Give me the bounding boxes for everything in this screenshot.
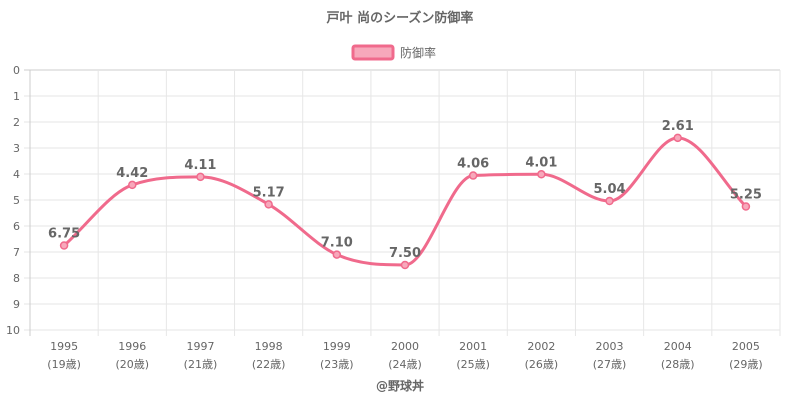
data-label: 4.42 <box>116 166 148 181</box>
series-layer: 6.75 4.42 4.11 5.17 7.10 7.50 4.06 4.01 5.04 2.61… <box>48 119 762 270</box>
y-tick-label: 2 <box>13 116 20 129</box>
data-label: 2.61 <box>662 119 694 134</box>
y-tick-label: 3 <box>13 142 20 155</box>
x-tick-sublabel: (25歳) <box>456 358 490 371</box>
y-tick-label: 6 <box>13 220 20 233</box>
data-label: 7.50 <box>389 246 421 261</box>
legend-swatch <box>351 44 395 61</box>
y-tick-label: 0 <box>13 64 20 77</box>
y-tick-label: 8 <box>13 272 20 285</box>
legend[interactable]: 防御率 <box>351 44 436 61</box>
x-tick-sublabel: (28歳) <box>661 358 695 371</box>
x-tick-sublabel: (20歳) <box>115 358 149 371</box>
data-point[interactable] <box>196 172 205 182</box>
y-tick-label: 4 <box>13 168 20 181</box>
x-tick-sublabel: (24歳) <box>388 358 422 371</box>
x-tick-label: 1997 <box>186 340 214 353</box>
chart-title: 戸叶 尚のシーズン防御率 <box>327 10 474 26</box>
data-label: 4.01 <box>525 155 557 170</box>
x-tick-sublabel: (22歳) <box>252 358 286 371</box>
y-tick-label: 1 <box>13 90 20 103</box>
data-point[interactable] <box>741 202 751 211</box>
data-label: 5.17 <box>253 185 285 200</box>
data-label: 4.06 <box>457 157 489 172</box>
x-tick-label: 2004 <box>664 340 692 353</box>
x-tick-label: 1996 <box>118 340 146 353</box>
legend-label: 防御率 <box>400 45 436 60</box>
y-tick-label: 7 <box>13 246 20 259</box>
x-tick-sublabel: (19歳) <box>47 358 81 371</box>
data-label: 7.10 <box>321 236 353 251</box>
x-tick-sublabel: (26歳) <box>525 358 559 371</box>
data-point[interactable] <box>128 180 137 190</box>
axes: 0 1 2 3 4 5 6 7 8 9 10 1995 (19歳) 1996 (20歳) 1997 (21歳) 1… <box>6 64 763 371</box>
x-tick-label: 2000 <box>391 340 419 353</box>
credit-label: @野球丼 <box>376 378 424 393</box>
x-tick-sublabel: (21歳) <box>184 358 218 371</box>
y-tick-label: 10 <box>6 324 20 337</box>
y-tick-label: 5 <box>13 194 20 207</box>
data-point[interactable] <box>264 200 273 209</box>
data-point[interactable] <box>59 241 69 250</box>
data-point[interactable] <box>673 133 682 143</box>
data-point[interactable] <box>605 196 614 206</box>
data-label: 4.11 <box>184 158 216 173</box>
data-point[interactable] <box>400 260 410 270</box>
x-tick-label: 2005 <box>732 340 760 353</box>
data-point[interactable] <box>537 170 546 179</box>
grid <box>24 69 781 336</box>
x-tick-sublabel: (29歳) <box>729 358 763 371</box>
data-label: 6.75 <box>48 227 80 242</box>
x-tick-label: 1998 <box>255 340 283 353</box>
series-line <box>63 136 747 267</box>
x-tick-sublabel: (23歳) <box>320 358 354 371</box>
x-tick-label: 2001 <box>459 340 487 353</box>
x-tick-label: 1999 <box>323 340 351 353</box>
data-point[interactable] <box>468 171 478 180</box>
x-tick-label: 2003 <box>596 340 624 353</box>
x-tick-label: 1995 <box>50 340 78 353</box>
data-point[interactable] <box>332 250 342 259</box>
data-label: 5.25 <box>730 188 762 203</box>
x-tick-label: 2002 <box>527 340 555 353</box>
x-tick-sublabel: (27歳) <box>593 358 627 371</box>
data-label: 5.04 <box>594 182 626 197</box>
y-tick-label: 9 <box>13 298 20 311</box>
